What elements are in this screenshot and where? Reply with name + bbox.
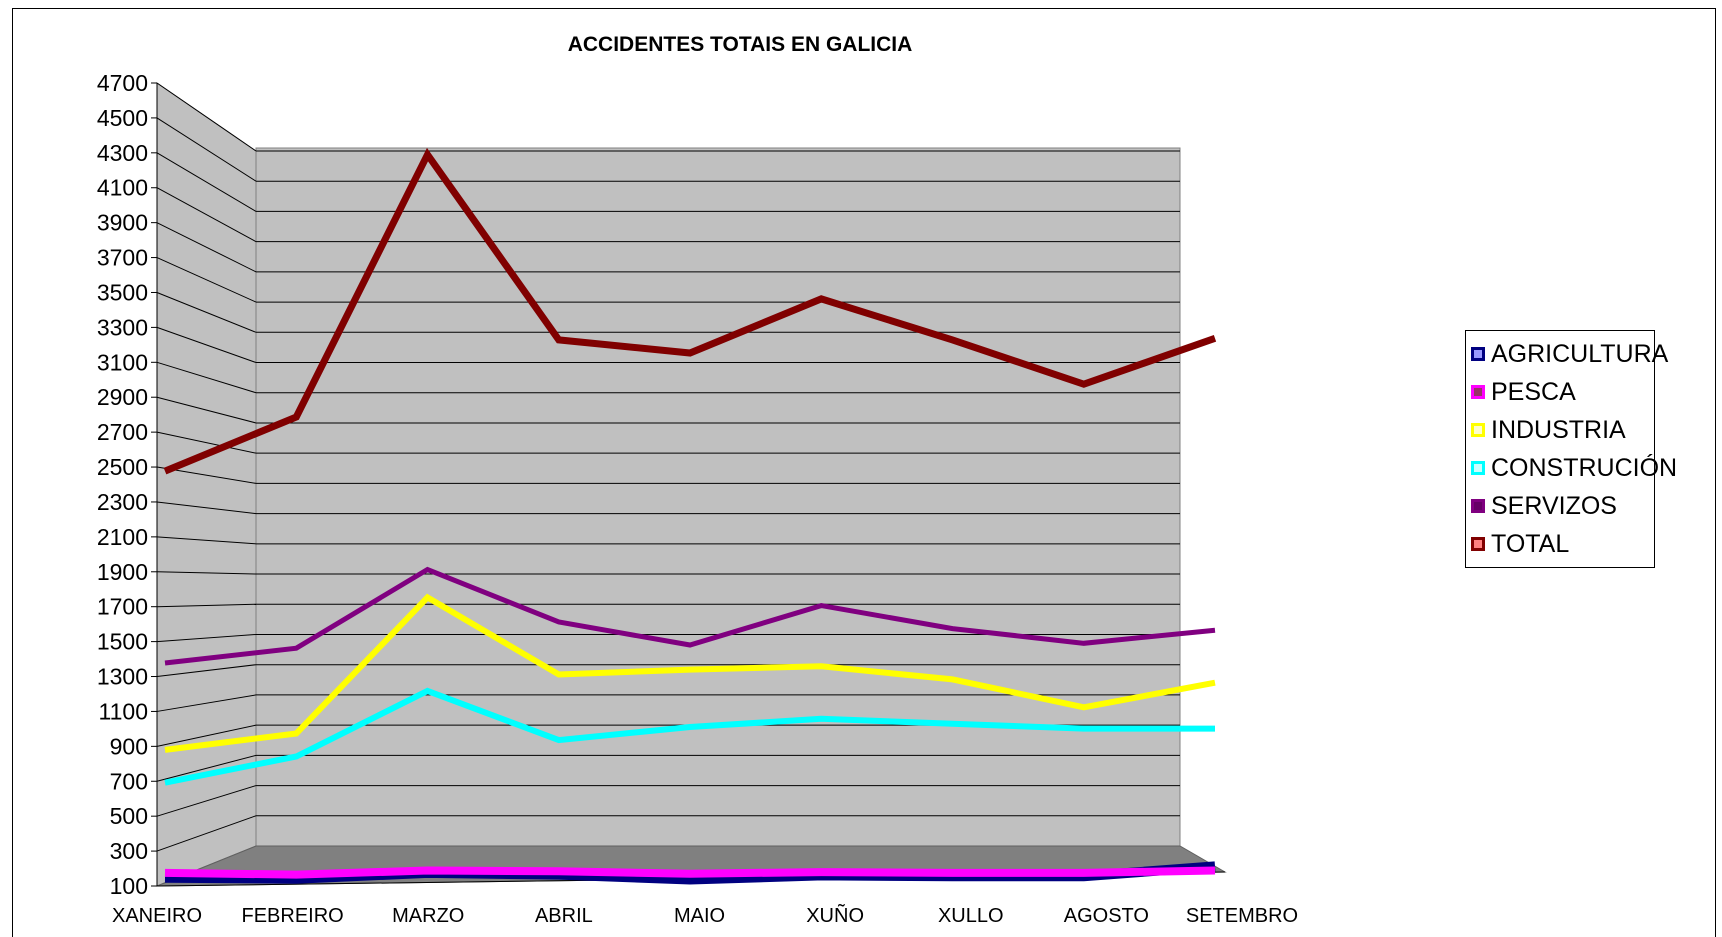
- legend-label: AGRICULTURA: [1491, 339, 1669, 368]
- legend-item: AGRICULTURA: [1466, 335, 1668, 373]
- legend-swatch: [1471, 423, 1485, 437]
- y-tick-label: 2700: [97, 419, 148, 445]
- y-tick-label: 4300: [97, 140, 148, 166]
- legend-label: TOTAL: [1491, 529, 1570, 558]
- legend-item: INDUSTRIA: [1466, 411, 1654, 449]
- y-tick-label: 1900: [97, 559, 148, 585]
- legend-item: SERVIZOS: [1466, 487, 1654, 525]
- y-tick-label: 1300: [97, 664, 148, 690]
- x-tick-label: AGOSTO: [1064, 905, 1149, 927]
- x-tick-label: XUÑO: [806, 903, 864, 927]
- y-tick-label: 500: [110, 803, 148, 829]
- y-tick-label: 700: [110, 768, 148, 794]
- y-tick-label: 4500: [97, 105, 148, 131]
- y-tick-label: 900: [110, 733, 148, 759]
- y-tick-label: 3100: [97, 349, 148, 375]
- y-tick-label: 1500: [97, 629, 148, 655]
- x-tick-label: SETEMBRO: [1186, 905, 1298, 927]
- gridline-side: [156, 326, 257, 363]
- x-tick-label: FEBREIRO: [242, 905, 344, 927]
- legend-label: CONSTRUCIÓN: [1491, 453, 1678, 482]
- gridline-side: [156, 633, 257, 643]
- legend-item: TOTAL: [1466, 525, 1654, 563]
- series-lines: [163, 147, 1217, 885]
- legend-swatch: [1471, 499, 1485, 513]
- y-tick-label: 100: [110, 873, 148, 899]
- y-tick-label: 3900: [97, 210, 148, 236]
- y-tick-label: 2900: [97, 384, 148, 410]
- y-tick-label: 3300: [97, 314, 148, 340]
- y-tick-label: 2300: [97, 489, 148, 515]
- gridline-side: [156, 815, 257, 852]
- x-tick-label: XANEIRO: [112, 905, 202, 927]
- series-line-servizos: [164, 566, 1216, 666]
- gridline-side: [156, 694, 257, 712]
- gridline-side: [156, 754, 257, 782]
- legend-item: CONSTRUCIÓN: [1466, 449, 1677, 487]
- gridline-side: [156, 222, 257, 273]
- legend-label: PESCA: [1491, 377, 1576, 406]
- y-tick-label: 3500: [97, 279, 148, 305]
- series-line-construción: [164, 687, 1215, 786]
- legend: AGRICULTURA PESCA INDUSTRIA CONSTRUCIÓN SERV…: [1465, 330, 1677, 568]
- y-axis-ticks: 100 300 500 700 900 1100 1300 1500 1700 1900 2100 2…: [97, 70, 157, 899]
- back-wall: [255, 147, 1181, 847]
- gridline-side: [156, 501, 257, 515]
- gridline-side: [156, 187, 257, 243]
- series-line-pesca: [164, 866, 1216, 879]
- legend-swatch: [1471, 385, 1485, 399]
- y-tick-label: 4700: [97, 70, 148, 96]
- gridline-side: [156, 82, 257, 152]
- gridline-side: [156, 396, 257, 424]
- gridline-side: [156, 785, 257, 817]
- gridline-side: [156, 152, 257, 212]
- gridline-side: [156, 724, 257, 747]
- y-tick-label: 300: [110, 838, 148, 864]
- legend-swatch: [1471, 347, 1485, 361]
- gridline-side: [156, 571, 257, 575]
- legend-item: PESCA: [1466, 373, 1654, 411]
- gridline-side: [156, 292, 257, 333]
- x-tick-label: XULLO: [938, 905, 1004, 927]
- y-tick-label: 2100: [97, 524, 148, 550]
- y-tick-label: 1100: [99, 698, 148, 724]
- legend-label: INDUSTRIA: [1491, 415, 1626, 444]
- x-tick-label: MAIO: [674, 905, 725, 927]
- legend-label: SERVIZOS: [1491, 491, 1617, 520]
- gridline-side: [156, 257, 257, 303]
- chart-title: ACCIDENTES TOTAIS EN GALICIA: [568, 33, 913, 56]
- x-axis-ticks: XANEIRO FEBREIRO MARZO ABRIL MAIO XUÑO XULLO AG…: [112, 903, 1298, 927]
- legend-swatch: [1471, 461, 1485, 475]
- series-line-total: [163, 147, 1217, 475]
- gridline-side: [156, 603, 257, 608]
- legend-swatch: [1471, 537, 1485, 551]
- y-tick-label: 1700: [97, 594, 148, 620]
- gridline-side: [156, 664, 257, 678]
- gridline-side: [156, 431, 257, 454]
- x-tick-label: ABRIL: [535, 905, 593, 927]
- y-tick-label: 3700: [97, 245, 148, 271]
- gridline-side: [156, 536, 257, 545]
- gridline-side: [156, 361, 257, 394]
- y-tick-label: 2500: [97, 454, 148, 480]
- x-tick-label: MARZO: [392, 905, 464, 927]
- y-tick-label: 4100: [97, 175, 148, 201]
- gridline-side: [156, 117, 257, 182]
- series-line-industria: [164, 593, 1216, 753]
